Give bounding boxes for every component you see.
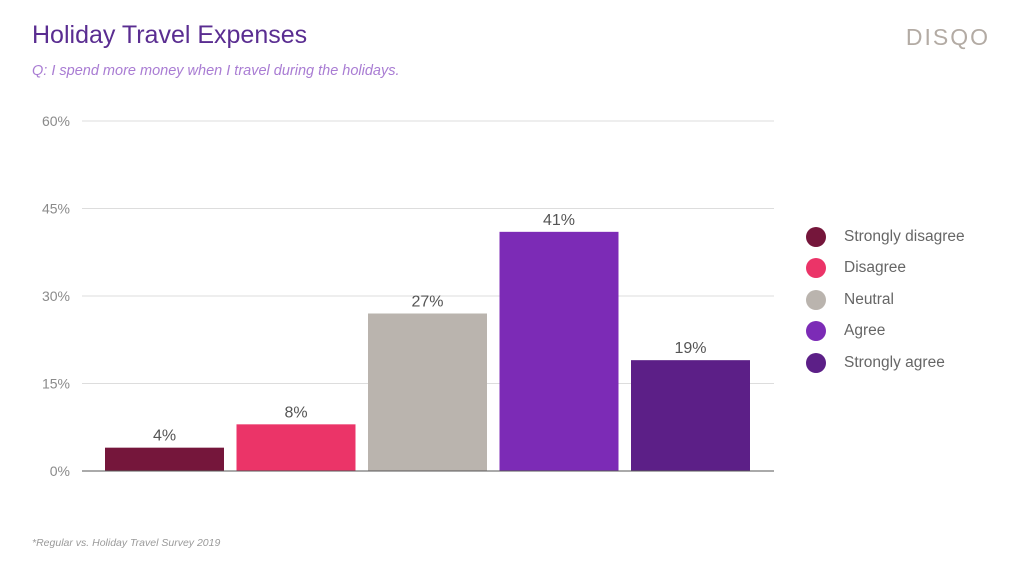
- bar-4: [499, 231, 619, 471]
- legend-label: Disagree: [844, 259, 907, 276]
- legend-item: Strongly agree: [806, 352, 965, 373]
- bar-value-label: 4%: [153, 428, 176, 445]
- legend-swatch: [806, 289, 826, 310]
- legend-item: Neutral: [806, 289, 965, 310]
- y-tick-label: 15%: [42, 376, 70, 392]
- y-tick-label: 0%: [50, 463, 70, 479]
- bar-5: [631, 360, 750, 471]
- legend-label: Strongly disagree: [844, 227, 965, 245]
- bar-value-label: 27%: [411, 294, 443, 311]
- legend-item: Disagree: [806, 258, 965, 279]
- bar-value-label: 19%: [674, 340, 706, 357]
- legend-label: Agree: [844, 322, 886, 339]
- legend-swatch: [806, 352, 826, 373]
- bar-3: [368, 313, 487, 471]
- legend-swatch: [806, 258, 826, 278]
- bar-value-label: 41%: [543, 212, 575, 229]
- legend-swatch: [806, 321, 826, 341]
- bar-value-label: 8%: [284, 404, 307, 421]
- legend-item: Strongly disagree: [806, 226, 965, 247]
- legend-swatch: [806, 226, 826, 247]
- legend-label: Neutral: [844, 290, 894, 308]
- legend-item: Agree: [806, 321, 965, 342]
- chart-title: Holiday Travel Expenses: [32, 21, 308, 49]
- bar-1: [105, 447, 224, 471]
- chart-subtitle: Q: I spend more money when I travel duri…: [32, 63, 400, 79]
- y-tick-label: 60%: [42, 113, 70, 129]
- bar-2: [236, 424, 356, 471]
- footnote: *Regular vs. Holiday Travel Survey 2019: [32, 537, 221, 549]
- legend-label: Strongly agree: [844, 353, 945, 371]
- chart-legend: Strongly disagree Disagree Neutral Agree Str…: [806, 226, 965, 384]
- y-tick-label: 30%: [42, 288, 70, 304]
- y-tick-label: 45%: [42, 201, 70, 217]
- brand-logo: DISQO: [905, 24, 990, 50]
